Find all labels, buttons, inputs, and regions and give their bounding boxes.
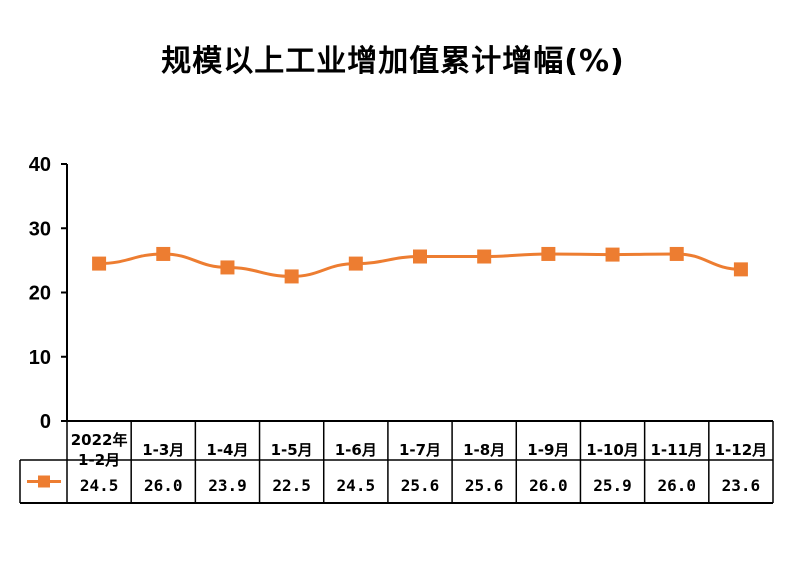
data-point-marker (156, 246, 171, 261)
data-table-value: 24.5 (337, 476, 376, 495)
data-point-marker (733, 262, 748, 277)
data-point-marker (413, 249, 427, 264)
data-table-value: 24.5 (80, 476, 119, 495)
category-label: 1-5月 (271, 441, 313, 459)
data-point-marker (284, 269, 299, 284)
category-label: 1-12月 (715, 441, 768, 459)
category-label: 1-10月 (586, 441, 639, 459)
category-label: 2022年 (71, 431, 128, 449)
data-table-value: 26.0 (144, 476, 183, 495)
data-table-value: 23.9 (208, 476, 247, 495)
data-table-value: 25.6 (401, 476, 440, 495)
data-table-value: 22.5 (272, 476, 311, 495)
data-table-value: 23.6 (722, 476, 761, 495)
category-label: 1-8月 (463, 441, 505, 459)
category-label: 1-11月 (650, 441, 703, 459)
data-table-value: 26.0 (529, 476, 568, 495)
category-label: 1-2月 (78, 451, 120, 469)
data-point-marker (477, 249, 492, 264)
data-point-marker (92, 256, 107, 271)
y-tick-label: 40 (29, 154, 51, 176)
data-point-marker (605, 247, 620, 262)
data-point-marker (669, 246, 684, 261)
data-table-value: 25.9 (593, 476, 632, 495)
y-tick-label: 0 (40, 411, 51, 433)
category-label: 1-3月 (142, 441, 184, 459)
y-tick-label: 10 (29, 347, 51, 369)
category-label: 1-7月 (399, 441, 441, 459)
data-table-value: 25.6 (465, 476, 504, 495)
data-point-marker (541, 246, 556, 261)
y-tick-label: 30 (29, 218, 51, 240)
data-point-marker (220, 260, 235, 275)
category-label: 1-9月 (527, 441, 569, 459)
category-label: 1-6月 (335, 441, 377, 459)
legend-marker (38, 475, 50, 488)
data-point-marker (348, 256, 363, 271)
chart-title: 规模以上工业增加值累计增幅(%) (161, 44, 625, 79)
data-table-value: 26.0 (657, 476, 696, 495)
y-tick-label: 20 (29, 283, 51, 305)
category-label: 1-4月 (206, 441, 248, 459)
